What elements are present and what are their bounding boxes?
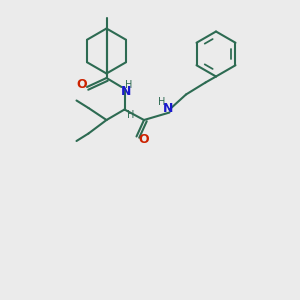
Text: H: H [125, 80, 133, 91]
Text: N: N [163, 101, 173, 115]
Text: N: N [121, 85, 131, 98]
Text: O: O [76, 77, 87, 91]
Text: H: H [158, 97, 166, 107]
Text: H: H [127, 110, 134, 121]
Text: O: O [138, 133, 149, 146]
